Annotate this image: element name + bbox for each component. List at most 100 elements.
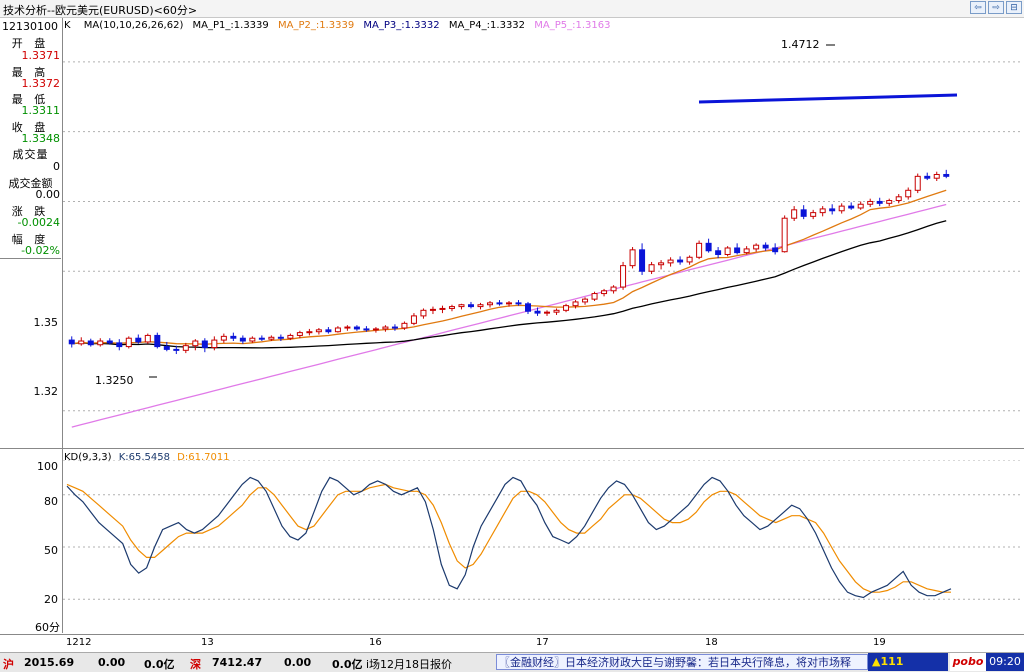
candle-body [677,259,684,263]
candle-body [791,209,798,219]
period-label[interactable]: 60分 [35,621,60,634]
candle-body [857,203,864,209]
pane-divider [0,448,1024,449]
volume-label: 成交量 [12,148,49,161]
ma-p2: MA_P2_:1.3339 [277,20,355,31]
kd-d-line [66,483,951,593]
x-label-1212: 1212 [66,637,92,648]
candle-body [601,290,608,295]
candle-body [87,340,94,346]
low-label: 最 低 [11,93,50,106]
candle-body [211,339,218,349]
candle-body [78,340,85,345]
candle-body [439,307,446,310]
news-ticker[interactable]: 〖金融财经〗日本经济财政大臣与谢野馨：若日本央行降息，将对市场释 [496,654,868,670]
x-label-16: 16 [369,637,382,648]
candle-body [895,196,902,202]
open-value: 1.3371 [21,49,61,62]
candle-body [610,286,617,292]
kd-params: KD(9,3,3) [64,452,112,463]
sz-index: 7412.47 [212,656,263,669]
sh-label: 沪 [3,658,14,671]
candle-body [334,327,341,333]
candle-body [686,256,693,263]
candle-body [410,315,417,324]
open-label: 开 盘 [11,37,50,50]
candle-body [173,348,180,351]
sh-amount: 0.0亿 [144,658,175,671]
x-label-18: 18 [705,637,718,648]
candle-body [125,337,132,348]
info-panel: 12130100 开 盘 1.3371 最 高 1.3372 最 低 1.331… [0,18,63,634]
candle-body [572,301,579,307]
back-button[interactable]: ⇦ [970,1,986,14]
ma-p5-line [71,203,947,428]
candle-body [506,302,512,305]
market-note: i场12月18日报价 [366,658,453,671]
change-label: 涨 跌 [11,205,50,218]
sz-change: 0.00 [284,656,312,669]
candle-body [734,247,741,254]
candle-body [306,331,313,334]
candle-body [582,298,589,303]
kd-tick-100: 100 [37,460,58,473]
candle-body [420,309,427,317]
candle-body [230,335,237,339]
candle-body [315,329,322,333]
range-label: 幅 度 [11,233,50,246]
candle-body [914,175,921,191]
sh-change: 0.00 [98,656,126,669]
forward-button[interactable]: ⇨ [988,1,1004,14]
candle-body [848,205,855,209]
candle-body [563,305,570,311]
candle-body [391,326,398,329]
window-titlebar: 技术分析--欧元美元(EURUSD)<60分> ⇦ ⇨ ⊟ [0,0,1024,18]
candle-body [477,304,484,308]
candle-body [249,337,256,342]
candle-body [353,326,360,330]
candle-body [753,244,760,250]
amount-label: 成交金额 [8,177,53,190]
x-label-13: 13 [201,637,214,648]
candle-body [515,302,522,305]
amount-value: 0.00 [35,188,61,201]
candle-body [363,328,370,331]
trendline [698,93,958,104]
status-bar: 沪 2015.69 0.00 0.0亿 深 7412.47 0.00 0.0亿 … [0,652,1024,672]
candle-body [429,308,436,311]
kd-chart[interactable] [63,460,1023,634]
kd-tick-50: 50 [44,544,58,557]
sz-amount: 0.0亿 [332,658,363,671]
candle-body [629,249,636,267]
low-value: 1.3311 [21,104,61,117]
window-controls: ⇦ ⇨ ⊟ [970,1,1022,14]
sz-label: 深 [190,658,201,671]
candle-body [553,309,560,313]
clock: 09:20 [986,653,1024,671]
candle-body [163,346,170,350]
window-title: 技术分析--欧元美元(EURUSD)<60分> [3,4,198,17]
candle-body [819,208,826,214]
candle-body [401,322,408,329]
candle-body [905,189,912,198]
ma-params: MA(10,10,26,26,62) [83,20,184,31]
high-annotation: 1.4712 [781,38,820,51]
candle-body [268,336,275,340]
high-value: 1.3372 [21,77,61,90]
kd-d-value: D:61.7011 [177,452,230,463]
candle-body [467,304,474,308]
candle-body [372,328,379,331]
candle-body [287,334,294,339]
candle-body [867,200,874,205]
close-panel-button[interactable]: ⊟ [1006,1,1022,14]
candle-body [762,244,769,249]
info-divider [0,258,61,259]
candle-body [144,334,151,343]
axis-divider [0,634,1024,635]
candle-body [838,205,845,212]
ma-p4: MA_P4_:1.3332 [448,20,526,31]
candle-body [886,200,893,204]
price-chart[interactable] [63,34,1023,448]
alert-count[interactable]: ▲111 [868,653,948,671]
candle-body [296,332,303,336]
